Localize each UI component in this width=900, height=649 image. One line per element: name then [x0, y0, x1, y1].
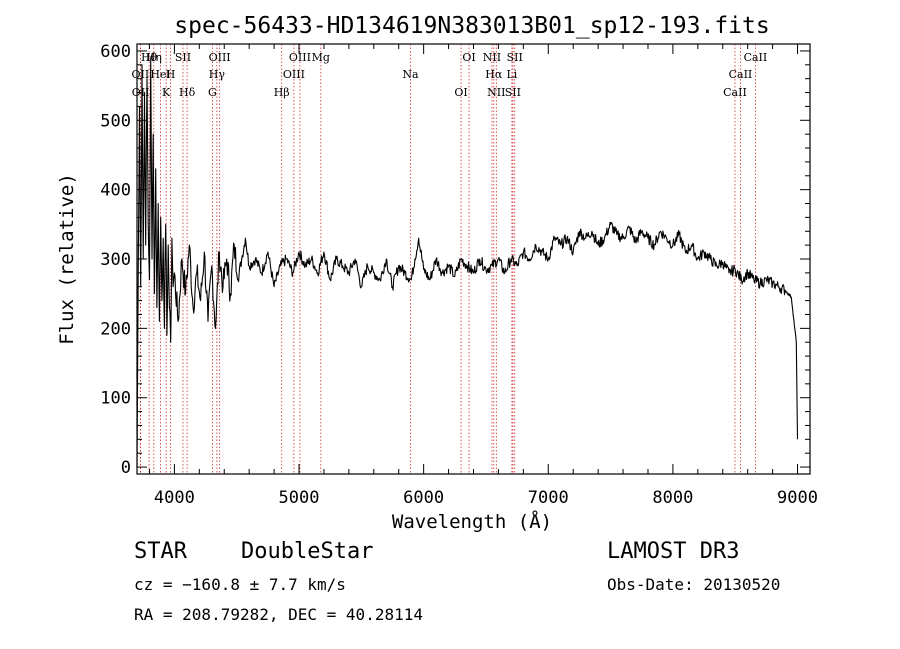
y-tick-label: 200	[100, 319, 131, 339]
chart-title: spec-56433-HD134619N383013B01_sp12-193.f…	[174, 13, 769, 39]
x-tick-label: 8000	[652, 488, 693, 508]
emission-line-label: OII	[132, 68, 150, 81]
object-class: STAR	[134, 539, 188, 564]
emission-line-label: CaII	[744, 51, 768, 64]
emission-line-label: Mg	[312, 51, 330, 64]
x-tick-label: 6000	[403, 488, 444, 508]
x-tick-label: 9000	[777, 488, 818, 508]
emission-line-label: Hθ	[141, 51, 158, 64]
emission-line-label: Hη	[146, 51, 162, 64]
x-axis-ticks: 4000 5000 6000 7000 8000 9000	[148, 44, 818, 508]
emission-line-label: OIII	[289, 51, 311, 64]
y-tick-label: 600	[100, 42, 131, 62]
emission-line-label: OI	[454, 86, 467, 99]
emission-line-label: OIII	[209, 51, 231, 64]
spectrum-series-line	[136, 57, 799, 468]
emission-line-label: Hγ	[209, 68, 226, 81]
y-axis-label: Flux (relative)	[56, 173, 78, 345]
emission-line-label: CaII	[729, 68, 753, 81]
emission-line-label: Li	[506, 68, 517, 81]
emission-line-label: SII	[505, 86, 521, 99]
emission-line-label: G	[208, 86, 217, 99]
x-tick-label: 4000	[154, 488, 195, 508]
plot-frame	[136, 43, 811, 475]
emission-line-labels: HθOIIOIIHηHeIKSIIHHδOIIIHγGOIIIOIIIHβMgN…	[132, 51, 768, 99]
emission-line-label: OI	[462, 51, 475, 64]
emission-line-label: H	[166, 68, 176, 81]
y-tick-label: 100	[100, 389, 131, 409]
emission-line-label: Na	[402, 68, 419, 81]
emission-line-label: HeI	[150, 68, 170, 81]
emission-line-label: Hβ	[274, 86, 290, 99]
redshift-cz: cz = −160.8 ± 7.7 km/s	[134, 575, 346, 594]
object-subclass: DoubleStar	[241, 539, 373, 564]
emission-line-label: SII	[175, 51, 191, 64]
emission-line-label: CaII	[723, 86, 747, 99]
emission-line-label: Hδ	[179, 86, 196, 99]
emission-line-label: NII	[483, 51, 501, 64]
survey-name: LAMOST DR3	[607, 539, 739, 564]
emission-line-label: NII	[487, 86, 505, 99]
x-tick-label: 7000	[528, 488, 569, 508]
series-layer	[136, 57, 799, 468]
x-axis-label: Wavelength (Å)	[392, 510, 552, 533]
coordinates: RA = 208.79282, DEC = 40.28114	[134, 605, 423, 624]
y-tick-label: 300	[100, 250, 131, 270]
y-axis-ticks: 0 100 200 300 400 500 600	[100, 42, 810, 478]
x-tick-label: 5000	[279, 488, 320, 508]
y-tick-label: 400	[100, 181, 131, 201]
y-tick-label: 0	[121, 458, 131, 478]
observation-date: Obs-Date: 20130520	[607, 575, 780, 594]
emission-line-label: OIII	[283, 68, 305, 81]
y-tick-label: 500	[100, 111, 131, 131]
emission-line-label: K	[162, 86, 171, 99]
emission-line-label: Hα	[485, 68, 503, 81]
emission-line-label: SII	[507, 51, 523, 64]
